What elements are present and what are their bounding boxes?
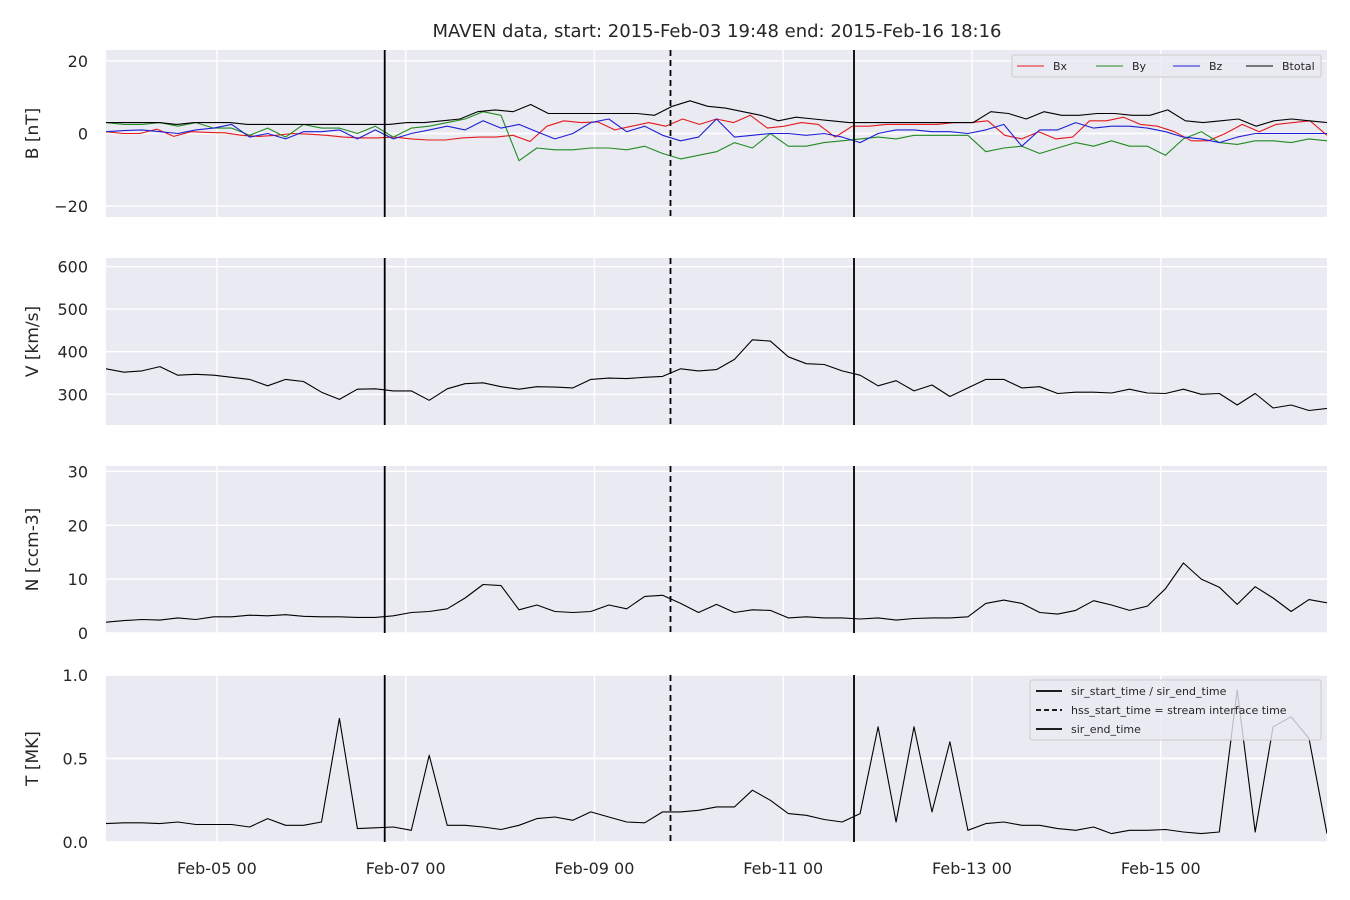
panel-3: 0 10 20 30 N [ccm-3]: [23, 462, 1327, 643]
y-tick-label: 30: [68, 462, 88, 481]
y-tick-label: 500: [57, 300, 88, 319]
plot-area: [106, 466, 1327, 633]
legend-label: sir_start_time / sir_end_time: [1071, 685, 1227, 698]
y-tick-label: 10: [68, 570, 88, 589]
y-tick-label: 20: [68, 516, 88, 535]
legend-label: hss_start_time = stream interface time: [1071, 704, 1287, 717]
y-tick-label: 0.5: [63, 750, 88, 769]
series-line-value: [106, 562, 1327, 623]
series-line-value: [106, 339, 1327, 412]
series-group: [106, 689, 1327, 835]
series-line-value: [106, 689, 1327, 835]
event-legend: sir_start_time / sir_end_time hss_start_t…: [1029, 679, 1322, 741]
y-axis-label: B [nT]: [23, 108, 43, 160]
panel-2: 300 400 500 600 V [km/s]: [23, 258, 1327, 425]
y-axis-label: V [km/s]: [23, 306, 43, 377]
y-tick-label: 300: [57, 385, 88, 404]
panel-4: 0.0 0.5 1.0 T [MK] sir_start_time / sir_end_…: [23, 666, 1327, 852]
y-tick-label: 0.0: [63, 833, 88, 852]
panel-1: −20 0 20 B [nT] Bx By Bz Btotal: [23, 50, 1327, 217]
x-tick-label: Feb-05 00: [177, 859, 257, 878]
series-legend: Bx By Bz Btotal: [1011, 54, 1322, 78]
legend-frame: [1011, 54, 1322, 78]
x-tick-label: Feb-11 00: [743, 859, 823, 878]
series-group: [106, 100, 1327, 162]
legend-label-bx: Bx: [1053, 60, 1068, 73]
legend-label-by: By: [1132, 60, 1147, 73]
legend-label-btotal: Btotal: [1282, 60, 1315, 73]
y-tick-label: 400: [57, 343, 88, 362]
chart-title: MAVEN data, start: 2015-Feb-03 19:48 end…: [432, 21, 1001, 42]
y-axis-label: N [ccm-3]: [23, 508, 43, 592]
y-tick-label: 0: [78, 624, 88, 643]
x-tick-label: Feb-15 00: [1121, 859, 1201, 878]
plot-area: [106, 258, 1327, 425]
x-tick-label: Feb-07 00: [366, 859, 446, 878]
y-tick-label: 20: [68, 52, 88, 71]
series-line-by: [106, 111, 1327, 162]
legend-frame: [1029, 679, 1322, 741]
series-line-bz: [106, 118, 1327, 147]
y-tick-label: 0: [78, 125, 88, 144]
legend-label-bz: Bz: [1209, 60, 1223, 73]
y-axis-label: T [MK]: [23, 731, 43, 787]
series-line-btotal: [106, 100, 1327, 127]
legend-label: sir_end_time: [1071, 723, 1141, 736]
y-tick-label: 1.0: [63, 666, 88, 685]
series-group: [106, 562, 1327, 623]
x-tick-label: Feb-09 00: [554, 859, 634, 878]
y-tick-label: −20: [54, 197, 88, 216]
x-tick-label: Feb-13 00: [932, 859, 1012, 878]
series-group: [106, 339, 1327, 412]
y-tick-label: 600: [57, 258, 88, 277]
